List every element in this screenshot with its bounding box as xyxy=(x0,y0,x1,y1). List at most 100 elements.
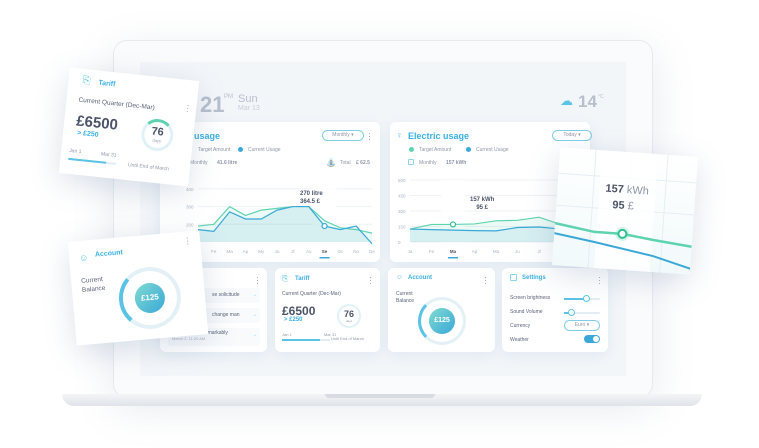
label-line1: Current xyxy=(396,291,413,297)
series-line xyxy=(197,205,373,245)
highlight-point xyxy=(321,222,328,230)
more-icon[interactable]: · · · xyxy=(598,272,601,288)
tariff-delta: > £250 xyxy=(76,129,99,139)
zoomed-chart-card: 157 kWh 95 £ xyxy=(552,147,698,275)
tooltip-line1: 157 kWh xyxy=(470,197,495,203)
balance-label: Current Balance xyxy=(81,275,106,295)
legend-current: Current Usage xyxy=(248,147,281,153)
tariff-subtitle: Current Quarter (Dec-Mar) xyxy=(78,96,156,112)
period-label: Monthly xyxy=(190,160,208,166)
electric-period-dropdown[interactable]: Today ▾ xyxy=(552,130,592,141)
weather-label: Weather xyxy=(510,337,529,343)
message-time: March 2, 11:20 AM xyxy=(172,336,206,341)
start-date: Jan 1 xyxy=(282,332,292,337)
y-tick-label: 300 xyxy=(186,205,194,210)
volume-slider[interactable] xyxy=(564,309,600,316)
tariff-delta: > £250 xyxy=(284,317,303,323)
settings-title: Settings xyxy=(522,275,546,281)
total-value: £ 62.5 xyxy=(356,160,370,166)
currency-label: Currency xyxy=(510,323,531,329)
electric-tooltip: 157 kWh 95 £ xyxy=(470,196,494,212)
progress-fill xyxy=(68,157,107,164)
tooltip-line1: 270 litre xyxy=(300,191,323,197)
weather-toggle[interactable] xyxy=(584,335,600,343)
brightness-label: Screen brightness xyxy=(510,295,551,301)
x-tick-label: Se xyxy=(322,249,328,254)
dropdown-value: Today xyxy=(563,132,577,138)
y-tick-label: 600 xyxy=(398,178,406,183)
days-ring: 76 days xyxy=(139,117,175,153)
highlight-band xyxy=(441,180,465,242)
legend-target: Target Amount xyxy=(419,147,452,153)
message-text: change man xyxy=(212,312,240,318)
series-area xyxy=(198,206,372,244)
x-tick-label: Ju xyxy=(515,249,520,254)
account-title: Account xyxy=(408,275,432,281)
more-icon[interactable]: · · · xyxy=(369,272,372,288)
bulb-icon: ♀ xyxy=(396,130,403,140)
slider-handle[interactable] xyxy=(568,309,576,316)
more-icon[interactable]: · · · xyxy=(256,272,259,288)
more-icon[interactable]: · · · xyxy=(368,128,371,144)
water-tooltip: 270 litre 364.5 £ xyxy=(300,190,323,206)
zoomed-chart xyxy=(554,149,697,273)
brightness-slider[interactable] xyxy=(564,295,600,302)
y-tick-label: 300 xyxy=(398,209,406,214)
more-icon[interactable]: · · · xyxy=(185,99,191,117)
label-line2: Balance xyxy=(81,284,106,294)
cloud-snow-icon: ☁ xyxy=(560,93,573,108)
account-title: Account xyxy=(94,249,124,259)
zoom-highlight-point xyxy=(617,228,628,239)
arrow-right-icon: → xyxy=(252,292,257,298)
water-period-dropdown[interactable]: Monthly ▾ xyxy=(322,130,364,141)
x-tick-label: Ma xyxy=(450,249,457,254)
laptop-notch xyxy=(325,394,435,398)
y-tick-label: 150 xyxy=(398,225,406,230)
zoom-highlight-band xyxy=(593,150,659,272)
settings-icon xyxy=(510,274,517,281)
volume-label: Sound Volume xyxy=(510,309,543,315)
x-tick-label: Ja xyxy=(408,249,413,254)
temp-unit: °C xyxy=(598,94,604,100)
tariff-title: Tariff xyxy=(295,276,310,282)
series-area xyxy=(410,227,582,242)
arrow-right-icon: → xyxy=(252,332,257,338)
legend-current: Current Usage xyxy=(476,147,509,153)
selected-month-marker xyxy=(319,257,330,259)
selected-month-marker xyxy=(448,257,458,259)
laptop-base xyxy=(62,394,702,406)
tooltip-line2: 95 £ xyxy=(476,205,489,211)
tariff-subtitle: Current Quarter (Dec-Mar) xyxy=(282,291,341,297)
zoom-kwh-value: 157 xyxy=(605,182,625,196)
user-icon: ☺ xyxy=(396,274,404,281)
day: Sun xyxy=(238,93,258,105)
y-tick-label: 200 xyxy=(186,222,194,227)
x-tick-label: Ap xyxy=(243,249,249,254)
balance-gauge xyxy=(418,297,466,345)
tariff-amount: £6500 xyxy=(282,304,316,318)
tariff-card: ⎘ Tariff · · · Current Quarter (Dec-Mar) £… xyxy=(275,268,380,352)
more-icon[interactable]: · · · xyxy=(185,232,190,249)
electric-title: Electric usage xyxy=(408,131,470,141)
balance-value: £125 xyxy=(429,308,455,334)
x-tick-label: Fe xyxy=(429,249,435,254)
period-amount: 41.6 litre xyxy=(217,160,238,166)
legend-current-dot xyxy=(466,147,471,152)
days-label: days xyxy=(345,319,353,323)
currency-dropdown[interactable]: Euro ▾ xyxy=(564,320,600,331)
series-line xyxy=(409,226,583,232)
zoom-value-line2: 95 £ xyxy=(612,199,634,212)
time: 21 xyxy=(200,92,225,117)
calendar-icon xyxy=(408,159,414,165)
series-line xyxy=(409,216,583,230)
x-tick-label: Ap xyxy=(472,249,478,254)
slider-fill xyxy=(564,312,572,314)
more-icon[interactable]: · · · xyxy=(484,272,487,288)
start-date: Jan 1 xyxy=(68,147,82,156)
message-text: se solicitude xyxy=(212,292,240,298)
x-tick-label: Ma xyxy=(227,249,234,254)
dropdown-value: Euro xyxy=(574,322,586,328)
x-tick-label: Ju xyxy=(275,249,280,254)
slider-handle[interactable] xyxy=(582,295,590,302)
floating-account-card: ☺ Account · · · Current Balance £125 xyxy=(67,230,209,346)
